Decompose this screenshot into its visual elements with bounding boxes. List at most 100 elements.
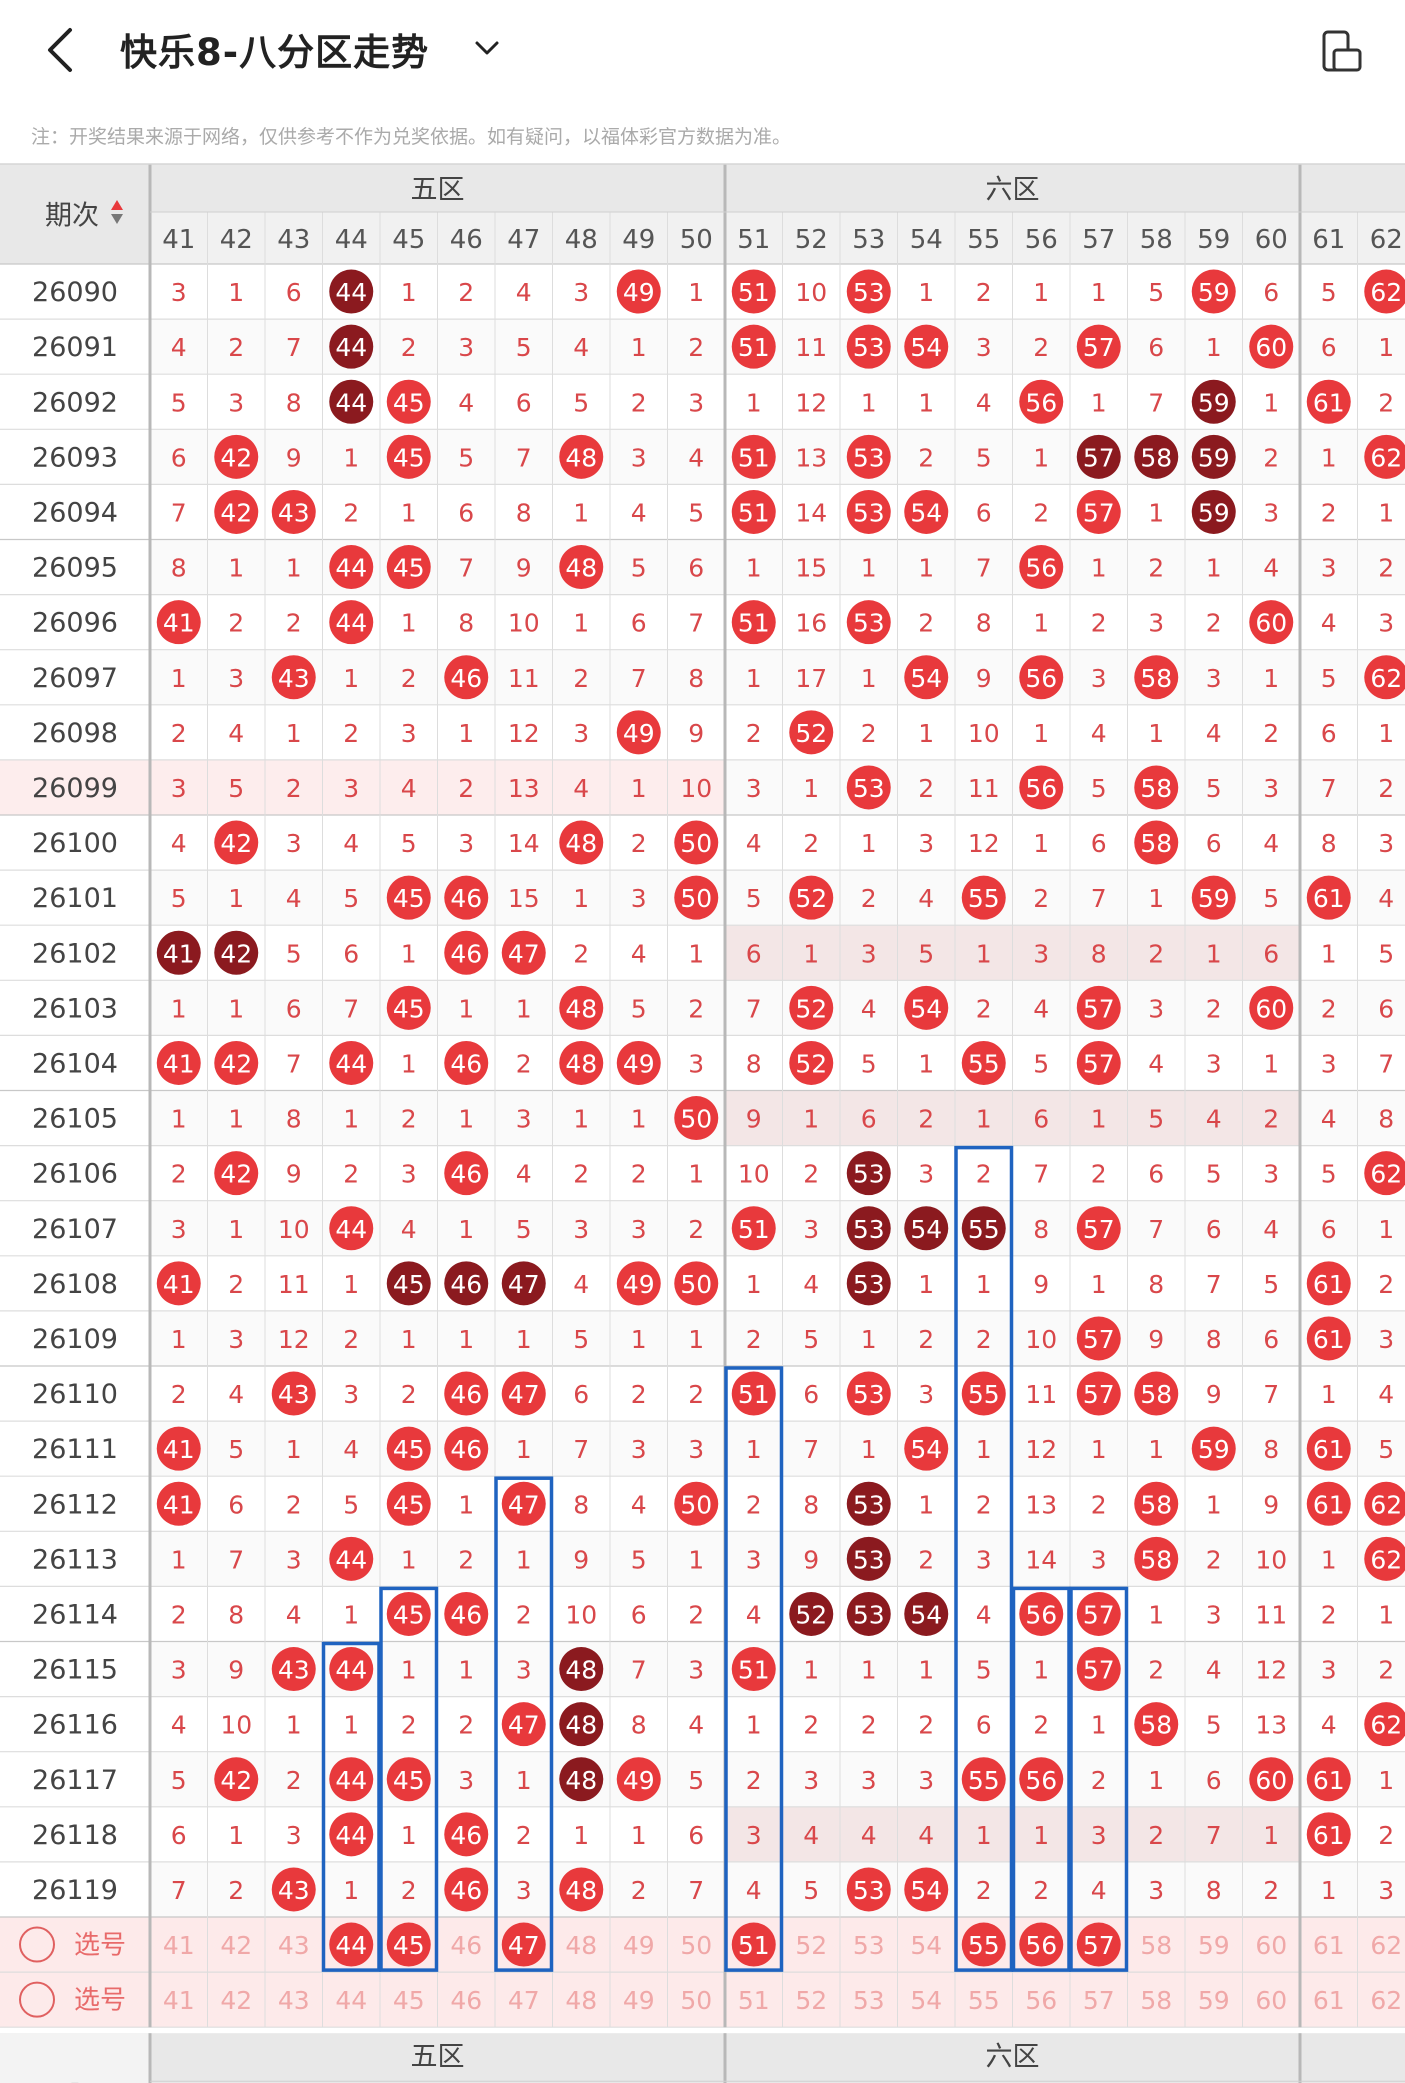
- select-number[interactable]: 62: [1370, 1986, 1402, 2015]
- miss-count: 6: [976, 1711, 992, 1740]
- select-number[interactable]: 52: [795, 1986, 827, 2015]
- column-header: 44: [335, 225, 368, 255]
- select-number[interactable]: 61: [1313, 1986, 1345, 2015]
- miss-count: 2: [1033, 1876, 1049, 1905]
- miss-count: 2: [746, 719, 762, 748]
- selected-ball[interactable]: [731, 1922, 776, 1967]
- drawn-ball: [386, 434, 431, 479]
- miss-count: 6: [861, 1105, 877, 1134]
- miss-count: 4: [458, 388, 474, 417]
- miss-count: 1: [573, 609, 589, 638]
- miss-count: 8: [803, 1490, 819, 1519]
- select-number[interactable]: 58: [1140, 1931, 1172, 1960]
- miss-count: 3: [286, 1545, 302, 1574]
- selected-ball[interactable]: [501, 1922, 546, 1967]
- drawn-ball-number: 50: [680, 829, 712, 858]
- select-number[interactable]: 49: [623, 1986, 655, 2015]
- period-header[interactable]: 期次: [45, 201, 99, 232]
- drawn-ball: [444, 875, 489, 920]
- column-header: 59: [1197, 225, 1230, 255]
- select-number[interactable]: 48: [565, 1931, 597, 1960]
- chevron-down-icon[interactable]: [472, 30, 502, 66]
- selected-ball[interactable]: [329, 1922, 374, 1967]
- select-number[interactable]: 52: [795, 1931, 827, 1960]
- select-number[interactable]: 44: [335, 1986, 367, 2015]
- drawn-ball-number: 47: [508, 939, 540, 968]
- miss-count: 17: [795, 664, 827, 693]
- select-number[interactable]: 43: [278, 1931, 310, 1960]
- miss-count: 1: [746, 554, 762, 583]
- miss-count: 5: [573, 1325, 589, 1354]
- selected-ball[interactable]: [1076, 1922, 1121, 1967]
- select-number[interactable]: 45: [393, 1986, 425, 2015]
- period-cell: 26095: [32, 553, 118, 584]
- select-radio[interactable]: [19, 1926, 55, 1963]
- miss-count: 14: [795, 498, 827, 527]
- select-number[interactable]: 59: [1198, 1986, 1230, 2015]
- sort-updown-icon[interactable]: [111, 200, 123, 224]
- drawn-ball: [1134, 820, 1179, 865]
- drawn-ball-number: 53: [853, 498, 885, 527]
- selected-ball[interactable]: [386, 1922, 431, 1967]
- selected-ball-number: 51: [738, 1931, 770, 1960]
- select-number[interactable]: 60: [1255, 1931, 1287, 1960]
- period-cell: 26090: [32, 277, 118, 308]
- miss-count: 4: [286, 884, 302, 913]
- miss-count: 9: [1206, 1380, 1222, 1409]
- select-number[interactable]: 61: [1313, 1931, 1345, 1960]
- select-number[interactable]: 54: [910, 1986, 942, 2015]
- selected-ball[interactable]: [1019, 1922, 1064, 1967]
- select-number[interactable]: 49: [623, 1931, 655, 1960]
- select-number[interactable]: 50: [680, 1986, 712, 2015]
- select-number[interactable]: 57: [1083, 1986, 1115, 2015]
- select-number[interactable]: 48: [565, 1986, 597, 2015]
- miss-count: 2: [516, 1821, 532, 1850]
- select-number[interactable]: 47: [508, 1986, 540, 2015]
- period-cell: 26105: [32, 1104, 118, 1135]
- miss-count: 1: [918, 1490, 934, 1519]
- select-number[interactable]: 53: [853, 1986, 885, 2015]
- select-number[interactable]: 56: [1025, 1986, 1057, 2015]
- select-number[interactable]: 42: [220, 1931, 252, 1960]
- drawn-ball: [731, 489, 776, 534]
- select-number[interactable]: 55: [968, 1986, 1000, 2015]
- select-number[interactable]: 60: [1255, 1986, 1287, 2015]
- drawn-ball-number: 54: [910, 498, 942, 527]
- select-number[interactable]: 43: [278, 1986, 310, 2015]
- miss-count: 1: [688, 939, 704, 968]
- select-number[interactable]: 53: [853, 1931, 885, 1960]
- select-number[interactable]: 42: [220, 1986, 252, 2015]
- back-arrow-icon[interactable]: [40, 24, 80, 76]
- drawn-ball-number: 58: [1140, 443, 1172, 472]
- select-row[interactable]: [19, 1981, 55, 2018]
- select-number[interactable]: 46: [450, 1986, 482, 2015]
- select-number[interactable]: 51: [738, 1986, 770, 2015]
- select-number[interactable]: 62: [1370, 1931, 1402, 1960]
- page-title[interactable]: 快乐8-八分区走势: [120, 31, 430, 74]
- select-number[interactable]: 46: [450, 1931, 482, 1960]
- miss-count: 1: [1206, 939, 1222, 968]
- period-cell: 26108: [32, 1269, 118, 1300]
- drawn-ball-number: 58: [1140, 1711, 1172, 1740]
- annotation-box: [379, 1586, 439, 1972]
- miss-count: 1: [918, 554, 934, 583]
- select-number[interactable]: 41: [163, 1931, 195, 1960]
- select-radio[interactable]: [19, 1981, 55, 2018]
- select-number[interactable]: 58: [1140, 1986, 1172, 2015]
- row-band: [150, 980, 1405, 1036]
- miss-count: 7: [803, 1435, 819, 1464]
- miss-count: 2: [1263, 719, 1279, 748]
- select-number[interactable]: 59: [1198, 1931, 1230, 1960]
- select-row[interactable]: [19, 1926, 55, 1963]
- selected-ball[interactable]: [961, 1922, 1006, 1967]
- select-number[interactable]: 41: [163, 1986, 195, 2015]
- miss-count: 6: [573, 1380, 589, 1409]
- miss-count: 7: [1378, 1049, 1394, 1078]
- miss-count: 1: [976, 1270, 992, 1299]
- device-rotate-icon[interactable]: [1318, 28, 1366, 76]
- miss-count: 1: [688, 278, 704, 307]
- miss-count: 1: [861, 829, 877, 858]
- select-number[interactable]: 50: [680, 1931, 712, 1960]
- miss-count: 2: [228, 333, 244, 362]
- select-number[interactable]: 54: [910, 1931, 942, 1960]
